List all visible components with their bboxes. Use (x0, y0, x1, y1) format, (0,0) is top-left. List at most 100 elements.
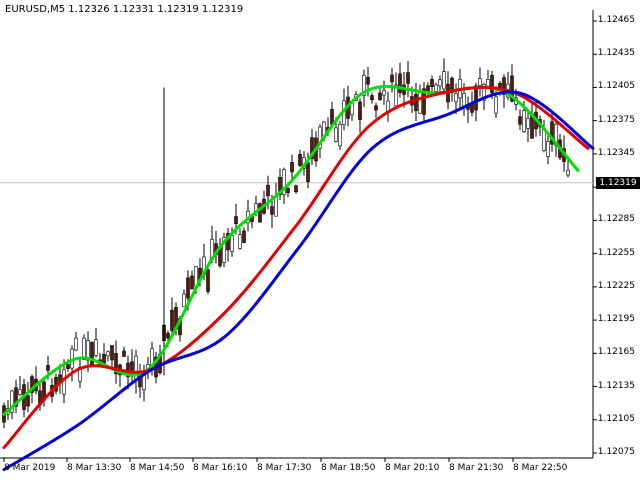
candle-body (378, 92, 382, 100)
time-label: 8 Mar 20:10 (385, 463, 440, 473)
time-label: 8 Mar 13:30 (67, 463, 122, 473)
candle-body (366, 77, 370, 85)
candle-body (350, 102, 354, 116)
candle-body (270, 206, 274, 215)
candle-body (310, 137, 314, 160)
price-label: 1.12195 (597, 314, 635, 325)
price-label: 1.12225 (597, 280, 635, 291)
candle-body (382, 90, 386, 96)
candle-body (414, 94, 418, 112)
candle-body (282, 169, 286, 195)
candle-body (398, 73, 402, 93)
candle-body (170, 309, 174, 331)
candle-body (522, 110, 526, 132)
candle-body (430, 79, 434, 88)
candle-body (82, 337, 86, 360)
time-label: 8 Mar 22:50 (513, 463, 568, 473)
candle-body (278, 177, 282, 196)
time-label: 8 Mar 18:50 (321, 463, 376, 473)
candle-body (106, 351, 110, 357)
candle-body (490, 75, 494, 94)
price-label: 1.12345 (597, 147, 635, 158)
symbol-label: EURUSD,M5 1.12326 1.12331 1.12319 1.1231… (5, 4, 244, 15)
candle-body (494, 96, 498, 114)
candle-body (334, 127, 338, 142)
candle-body (566, 170, 570, 176)
candle-body (462, 93, 466, 107)
candle-body (274, 195, 278, 217)
candle-body (190, 275, 194, 290)
candle-body (114, 353, 118, 375)
candle-body (30, 376, 34, 393)
candle-body (166, 332, 170, 339)
candle-body (502, 77, 506, 95)
candle-body (482, 84, 486, 101)
price-label: 1.12435 (597, 48, 635, 59)
candle-body (474, 85, 478, 111)
candle-body (406, 72, 410, 84)
candle-body (358, 101, 362, 120)
candle-body (102, 353, 106, 364)
candle-body (486, 79, 490, 87)
candle-body (66, 363, 70, 370)
candle-body (238, 234, 242, 249)
candle-body (374, 105, 378, 111)
candle-body (86, 340, 90, 361)
price-label: 1.12135 (597, 380, 635, 391)
candle-body (234, 216, 238, 225)
candle-body (182, 293, 186, 308)
candle-body (226, 233, 230, 251)
candle-body (290, 162, 294, 173)
candle-body (338, 124, 342, 147)
price-label: 1.12375 (597, 114, 635, 125)
candle-body (550, 121, 554, 145)
time-label: 8 Mar 16:10 (193, 463, 248, 473)
candle-body (10, 390, 14, 413)
current-price-tag: 1.12319 (596, 176, 640, 189)
candle-body (206, 269, 210, 292)
candle-body (546, 141, 550, 157)
candle-body (230, 235, 234, 252)
candle-body (14, 387, 18, 407)
candle-body (122, 350, 126, 357)
price-label: 1.12255 (597, 247, 635, 258)
time-label: 8 Mar 2019 (4, 463, 56, 473)
candle-body (46, 365, 50, 371)
price-label: 1.12165 (597, 347, 635, 358)
price-label: 1.12405 (597, 81, 635, 92)
candle-body (510, 75, 514, 102)
candle-body (434, 84, 438, 92)
price-label: 1.12285 (597, 214, 635, 225)
candle-body (438, 79, 442, 87)
candle-body (74, 337, 78, 351)
candle-body (542, 129, 546, 151)
time-label: 8 Mar 17:30 (257, 463, 312, 473)
candle-body (298, 154, 302, 166)
time-label: 8 Mar 21:30 (449, 463, 504, 473)
ma-slow-line (2, 90, 595, 472)
candle-body (266, 184, 270, 197)
price-label: 1.12075 (597, 447, 635, 457)
candle-body (242, 230, 246, 243)
candle-body (18, 389, 22, 396)
candle-body (370, 95, 374, 100)
price-label: 1.12105 (597, 413, 635, 424)
candle-body (306, 162, 310, 182)
candle-body (294, 185, 298, 193)
candle-body (526, 118, 530, 129)
candle-body (94, 339, 98, 356)
candle-body (26, 395, 30, 407)
candle-body (418, 92, 422, 114)
candles (2, 58, 570, 429)
candle-body (362, 75, 366, 96)
candle-body (286, 188, 290, 194)
candle-body (186, 277, 190, 299)
candle-body (518, 116, 522, 125)
candle-body (478, 78, 482, 86)
candle-body (454, 93, 458, 103)
candle-body (222, 237, 226, 263)
candle-body (390, 74, 394, 83)
candle-body (110, 345, 114, 361)
